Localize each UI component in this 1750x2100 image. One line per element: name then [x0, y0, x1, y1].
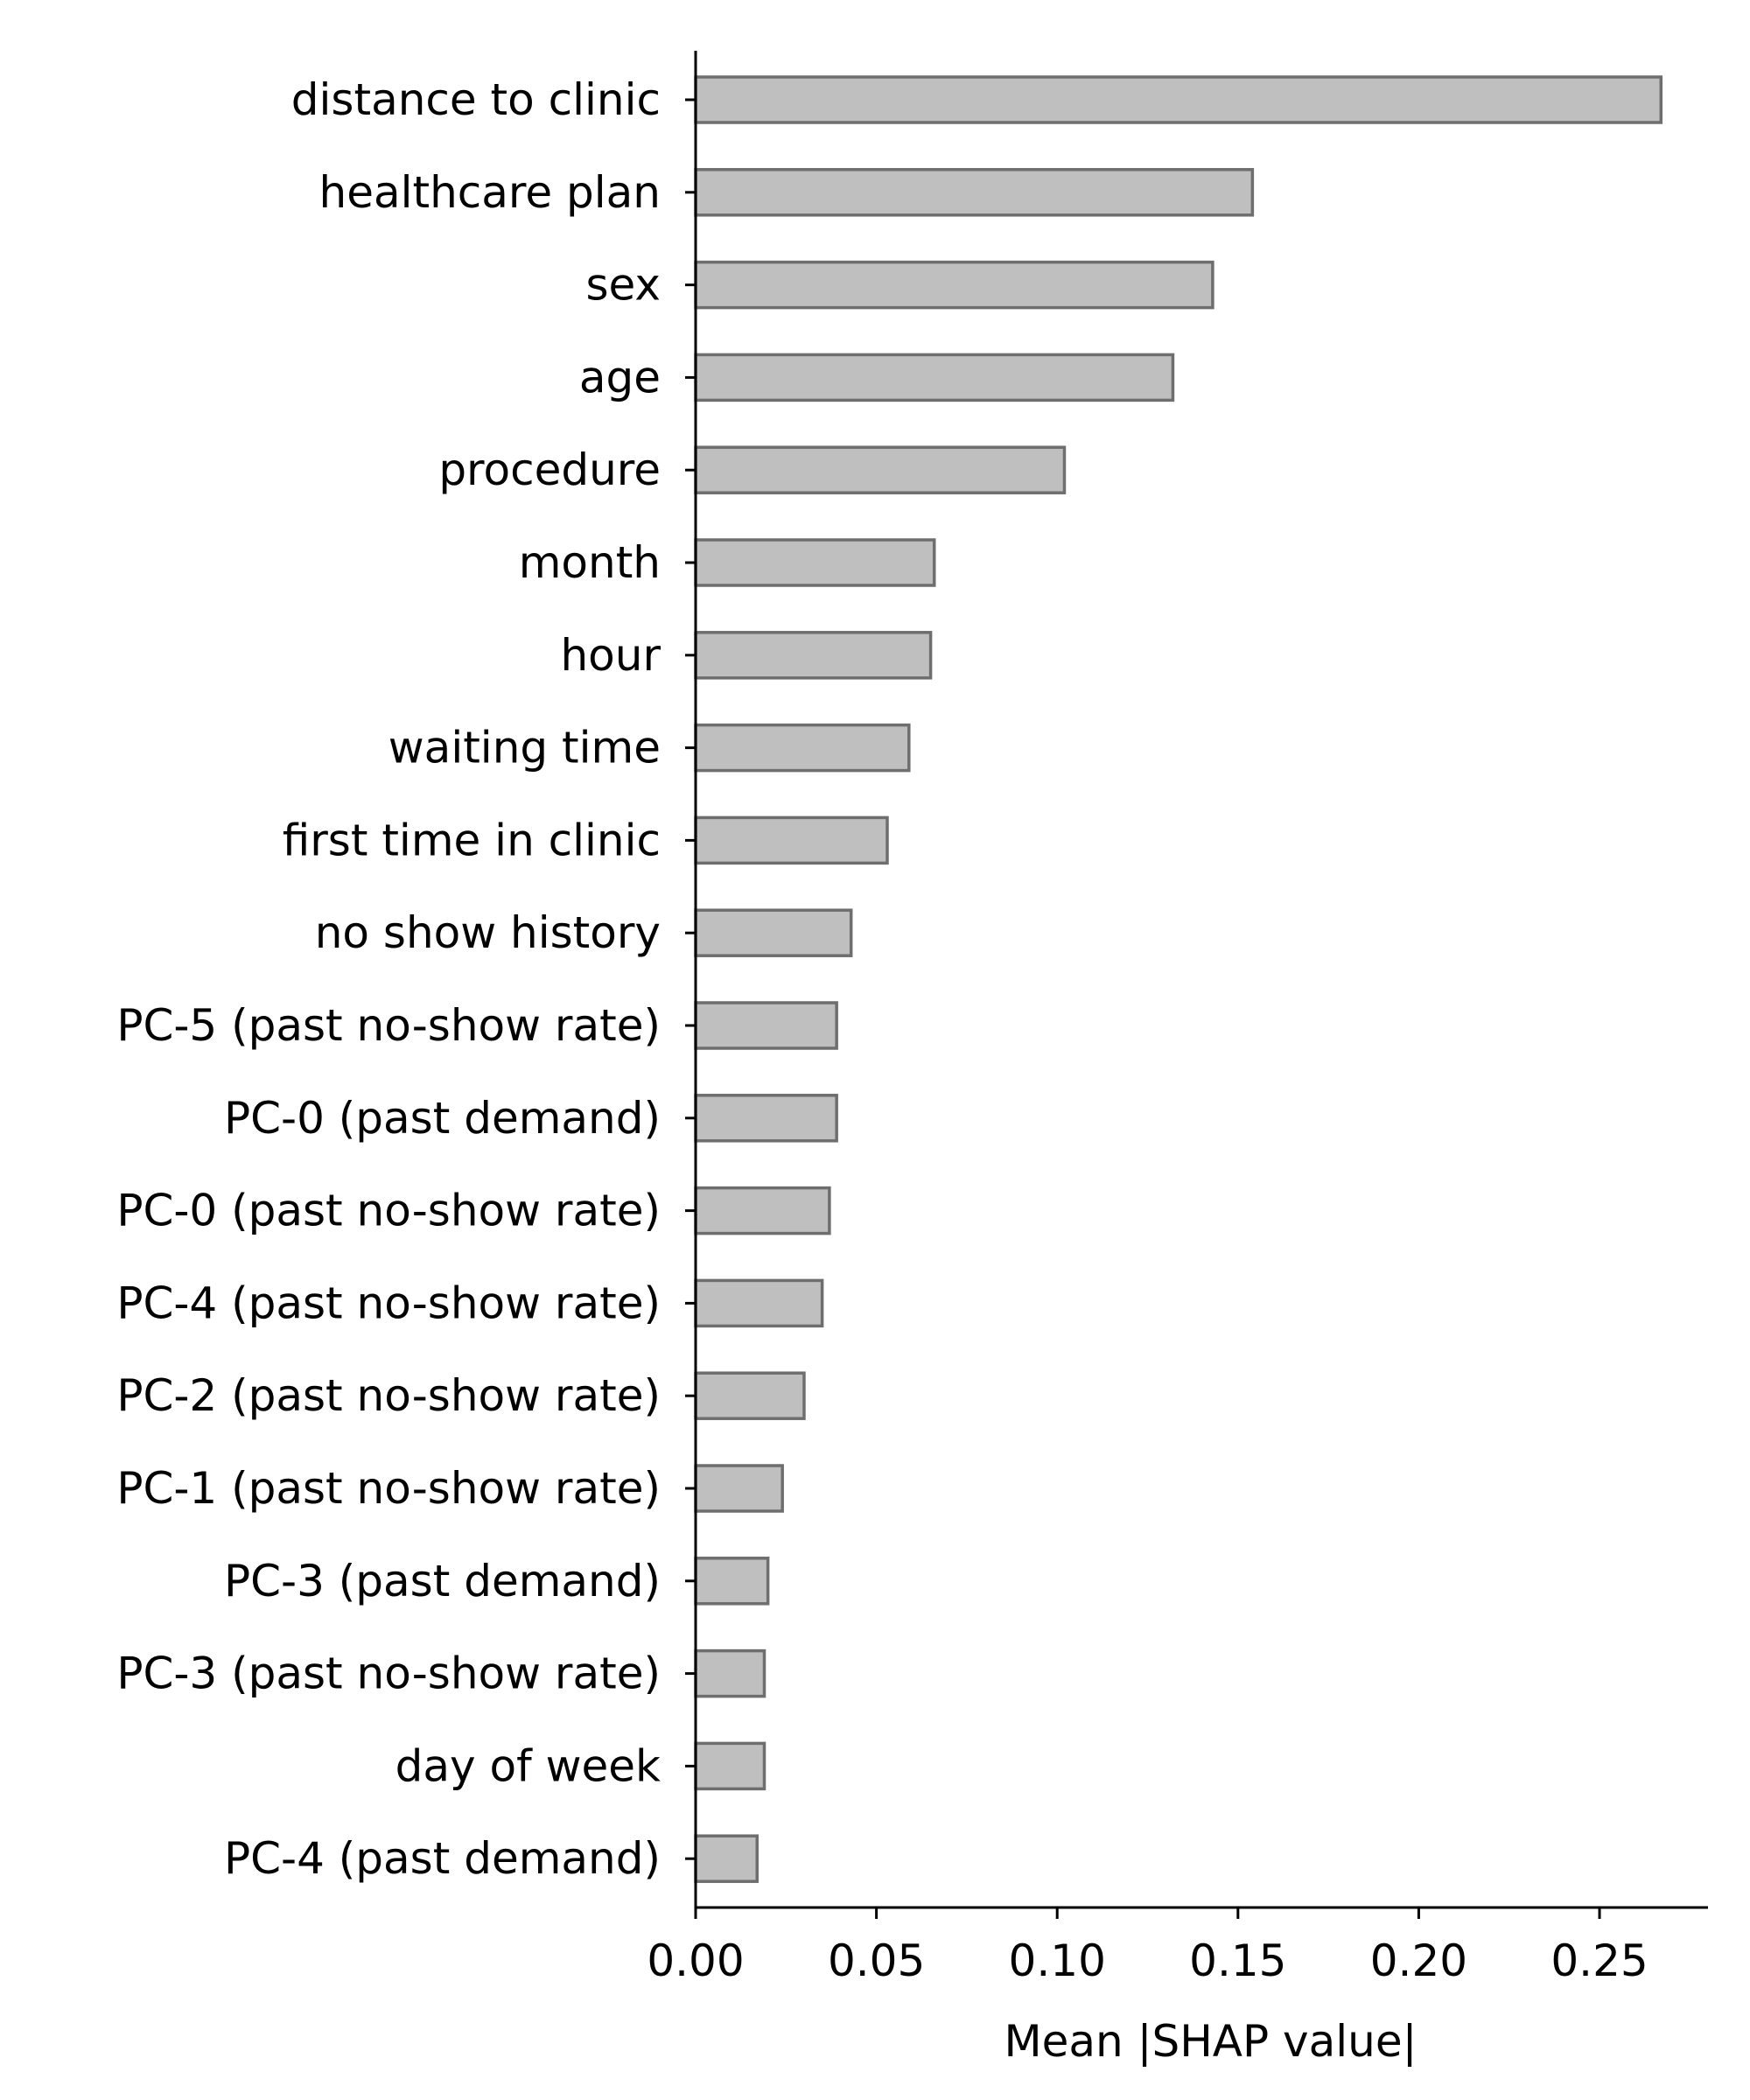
y-tick-label-19: PC-4 (past demand): [224, 1833, 661, 1884]
y-tick-label-17: PC-3 (past no-show rate): [116, 1648, 661, 1699]
y-tick-label-0: distance to clinic: [291, 74, 661, 125]
bar-8: [694, 816, 889, 865]
bar-19: [694, 1834, 759, 1883]
bar-6: [694, 631, 933, 680]
y-tick-label-15: PC-1 (past no-show rate): [116, 1463, 661, 1514]
y-tick-label-2: sex: [585, 260, 661, 311]
bar-2: [694, 260, 1214, 310]
bar-10: [694, 1001, 838, 1050]
y-tick-label-18: day of week: [396, 1740, 661, 1791]
x-tick-label-1: 0.05: [828, 1936, 925, 1986]
bar-5: [694, 538, 936, 587]
x-axis-title: Mean |SHAP value|: [1004, 2016, 1418, 2067]
x-tick-label-5: 0.25: [1550, 1936, 1648, 1986]
y-tick-label-5: month: [519, 537, 661, 588]
bar-13: [694, 1278, 824, 1328]
bar-1: [694, 168, 1255, 217]
x-tick-label-4: 0.20: [1370, 1936, 1467, 1986]
bar-9: [694, 908, 853, 957]
bar-11: [694, 1094, 838, 1143]
bar-0: [694, 75, 1663, 124]
bar-16: [694, 1557, 770, 1606]
bar-14: [694, 1371, 806, 1420]
y-tick-label-1: healthcare plan: [319, 167, 661, 218]
bar-18: [694, 1741, 766, 1791]
y-tick-label-11: PC-0 (past demand): [224, 1093, 661, 1144]
x-tick-label-3: 0.15: [1189, 1936, 1286, 1986]
x-tick-label-0: 0.00: [647, 1936, 744, 1986]
y-tick-label-16: PC-3 (past demand): [224, 1556, 661, 1606]
x-tick-label-2: 0.10: [1009, 1936, 1106, 1986]
y-axis-ticks: distance to clinic healthcare plan sex age p…: [116, 74, 696, 1884]
bars-group: [694, 75, 1663, 1883]
y-tick-label-13: PC-4 (past no-show rate): [116, 1278, 661, 1328]
y-tick-label-4: procedure: [438, 444, 661, 495]
bar-12: [694, 1186, 831, 1236]
x-axis-ticks: 0.00 0.05 0.10 0.15 0.20 0.25: [647, 1908, 1648, 1986]
y-tick-label-3: age: [579, 352, 661, 402]
bar-7: [694, 723, 911, 773]
y-tick-label-8: first time in clinic: [283, 815, 661, 865]
bar-4: [694, 445, 1067, 494]
y-tick-label-12: PC-0 (past no-show rate): [116, 1186, 661, 1236]
y-tick-label-9: no show history: [315, 907, 661, 958]
y-tick-label-7: waiting time: [388, 723, 661, 774]
y-tick-label-14: PC-2 (past no-show rate): [116, 1370, 661, 1421]
bar-17: [694, 1648, 766, 1698]
y-tick-label-10: PC-5 (past no-show rate): [116, 1000, 661, 1051]
bar-15: [694, 1464, 784, 1513]
bar-3: [694, 353, 1175, 402]
y-tick-label-6: hour: [560, 630, 661, 681]
